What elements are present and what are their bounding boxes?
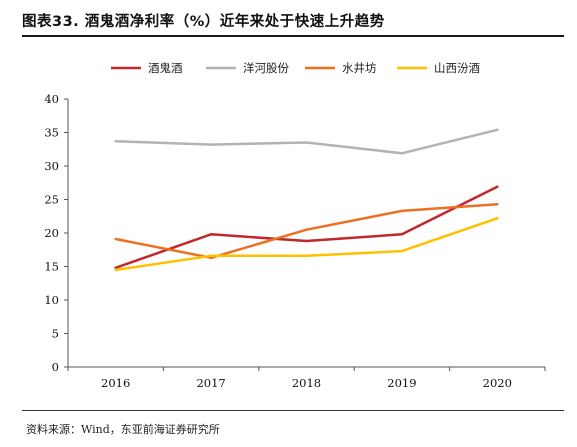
x-tick-label: 2020 (483, 376, 512, 390)
data-point (114, 266, 117, 270)
data-point (305, 141, 308, 144)
data-point (305, 239, 308, 243)
legend-label: 酒鬼酒 (148, 61, 183, 75)
data-point (209, 143, 213, 146)
legend-label: 洋河股份 (243, 61, 289, 75)
legend-label: 山西汾酒 (434, 61, 480, 75)
legend: 酒鬼酒 洋河股份 水井坊 山西汾酒 (111, 61, 480, 75)
x-tick-label: 2016 (101, 376, 130, 390)
data-point (496, 217, 499, 220)
data-point (305, 254, 308, 257)
data-point (496, 128, 499, 132)
data-point (400, 209, 404, 213)
data-point (209, 233, 213, 236)
series-line-3 (114, 202, 499, 260)
x-tick-label: 2019 (387, 376, 416, 390)
data-point (496, 202, 499, 206)
data-point (400, 152, 404, 155)
y-tick-label: 40 (44, 92, 59, 106)
top-divider (22, 35, 564, 37)
y-tick-label: 10 (44, 293, 59, 307)
y-tick-label: 15 (44, 260, 59, 274)
bottom-divider (22, 410, 564, 411)
data-point (400, 249, 404, 253)
data-point (496, 185, 499, 188)
data-point (305, 228, 308, 231)
data-point (114, 140, 117, 143)
chart-title: 图表33. 酒鬼酒净利率（%）近年来处于快速上升趋势 (22, 14, 385, 30)
data-point (209, 256, 213, 259)
legend-label: 水井坊 (342, 61, 377, 75)
data-point (209, 254, 213, 257)
y-tick-label: 20 (44, 226, 59, 240)
axes: 0 5 10 15 20 25 30 35 40 2016 2017 2018 2019 2020 (44, 92, 546, 390)
y-tick-label: 5 (52, 327, 59, 341)
data-point (114, 268, 117, 272)
y-tick-label: 30 (44, 159, 59, 173)
series-line-4 (114, 217, 499, 272)
data-point (400, 233, 404, 236)
series-lines (114, 128, 499, 272)
source-note: 资料来源：Wind，东亚前海证券研究所 (26, 423, 220, 436)
x-tick-label: 2017 (196, 376, 225, 390)
y-tick-label: 25 (44, 193, 59, 207)
y-tick-label: 35 (44, 126, 59, 140)
y-tick-label: 0 (52, 360, 59, 374)
data-point (114, 237, 117, 241)
x-tick-label: 2018 (292, 376, 321, 390)
